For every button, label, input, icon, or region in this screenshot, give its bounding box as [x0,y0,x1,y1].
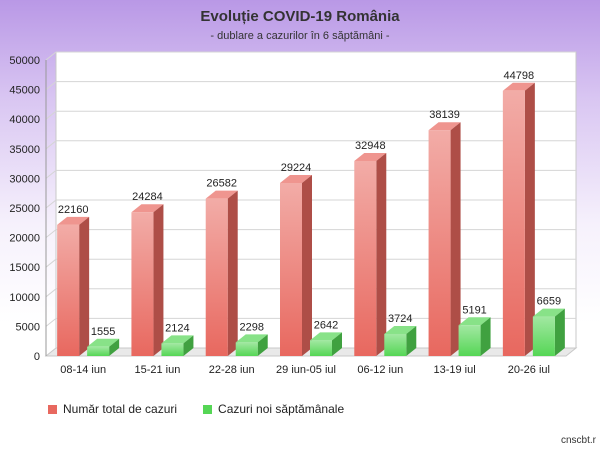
bar-top [205,190,238,199]
gridline-side [45,258,57,268]
bar [384,333,407,356]
data-label: 38139 [429,109,460,121]
y-tick-label: 5000 [16,321,40,333]
bar-top [310,332,342,341]
data-label: 32948 [355,140,386,152]
bar [235,342,258,356]
y-tick-label: 40000 [9,114,40,126]
chart-subtitle: - dublare a cazurilor în 6 săptămâni - [210,30,390,42]
bar-side [109,338,120,356]
bar [354,160,377,356]
source-credit: cnscbt.r [560,435,596,446]
bar-top [532,308,565,317]
legend-label-weekly: Cazuri noi săptămânale [218,402,345,416]
bar [131,212,154,356]
bar-top [502,82,535,91]
legend-swatch-weekly [203,404,213,414]
x-tick-label: 13-19 iul [433,364,475,376]
gridline-side [45,140,57,150]
gridline-side [45,81,57,90]
data-label: 2298 [239,321,263,333]
bar-side [153,204,164,356]
bar-side [227,190,238,356]
y-tick-label: 15000 [9,262,40,274]
chart-title: Evoluție COVID-19 România [200,8,400,25]
bar-top [131,204,164,213]
legend-swatch-total [48,404,57,414]
bar-side [554,308,565,356]
y-tick-label: 50000 [9,55,40,67]
bar-top [161,335,194,344]
gridline-side [45,51,57,61]
bar-top [354,152,387,161]
data-label: 2124 [165,322,189,334]
bar-top [87,338,120,347]
bar-side [332,332,342,356]
bar-top [235,334,268,343]
gridline-side [45,199,57,209]
bar-side [480,317,491,356]
bar-top [458,317,491,326]
y-tick-label: 45000 [9,85,40,97]
data-label: 26582 [206,178,237,190]
bar-side [302,174,312,356]
data-label: 24284 [132,191,163,203]
gridline-side [45,288,57,298]
legend-item-total: Număr total de cazuri [48,402,177,416]
bar-side [376,152,387,356]
bar-side [183,335,194,356]
x-tick-label: 20-26 iul [508,364,550,376]
x-tick-label: 08-14 iun [60,364,106,376]
gridline-side [45,170,57,179]
bar [310,340,332,356]
bar-side [257,334,268,356]
gridline-side [45,229,57,238]
bar-side [524,82,535,356]
data-label: 3724 [388,313,412,325]
legend-label-total: Număr total de cazuri [63,402,178,416]
bar [57,224,80,356]
bar-top [280,174,312,183]
y-tick-label: 0 [34,351,40,363]
data-label: 2642 [314,319,338,331]
bar-top [384,325,417,334]
bar-top [57,216,90,225]
data-label: 5191 [462,304,486,316]
gridline-side [45,110,57,120]
bar [428,130,451,356]
x-tick-label: 29 iun-05 iul [276,364,336,376]
bar-top [428,122,461,131]
y-tick-label: 35000 [9,144,40,156]
data-label: 44798 [504,70,535,82]
x-tick-label: 22-28 iun [209,364,255,376]
data-label: 6659 [537,296,561,308]
y-tick-label: 20000 [9,233,40,245]
data-label: 1555 [91,326,115,338]
y-tick-label: 25000 [9,203,40,215]
bar [280,182,302,356]
y-tick-label: 30000 [9,173,40,185]
bar [205,198,228,356]
bar-side [79,216,90,356]
bar [161,343,184,356]
x-tick-label: 06-12 iun [357,364,403,376]
y-tick-label: 10000 [9,292,40,304]
bar [532,316,555,356]
data-label: 29224 [281,162,312,174]
bar [502,90,525,356]
chart-legend: Număr total de cazuri Cazuri noi săptămâ… [48,402,344,416]
x-tick-label: 15-21 iun [134,364,180,376]
bar [458,325,481,356]
chart-plot: 0 5000 10000 15000 20000 25000 30000 35000 40000… [9,51,578,376]
gridline-side [45,318,57,327]
data-label: 22160 [58,204,89,216]
legend-item-weekly: Cazuri noi săptămânale [203,402,344,416]
bar-side [406,325,417,356]
bar-side [450,122,461,356]
bar [87,346,110,356]
